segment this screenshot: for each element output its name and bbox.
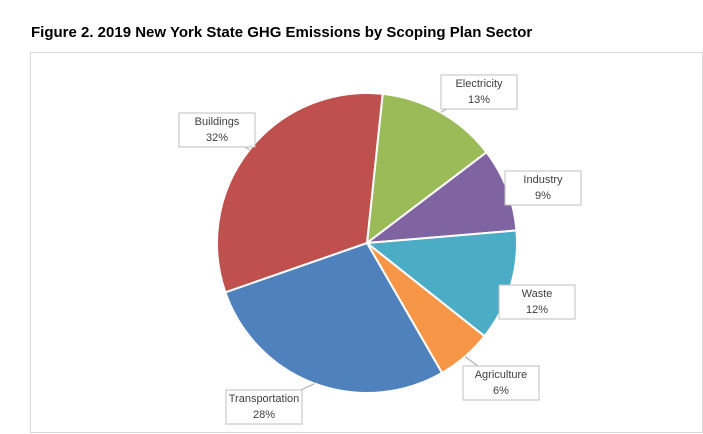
- pie-slice: [365, 92, 488, 246]
- slice-label: Waste: [522, 288, 553, 300]
- pie-slice: [216, 92, 384, 294]
- label-box: [178, 112, 256, 148]
- label-box: [440, 74, 518, 110]
- slice-value: 6%: [493, 385, 509, 397]
- slice-label: Electricity: [455, 78, 503, 90]
- slice-label: Transportation: [229, 393, 300, 405]
- slice-value: 9%: [535, 190, 551, 202]
- label-box: [504, 170, 582, 206]
- slice-label: Buildings: [195, 116, 240, 128]
- label-box: [225, 389, 303, 425]
- slice-label: Agriculture: [475, 369, 528, 381]
- slice-label: Industry: [523, 174, 563, 186]
- label-box: [462, 365, 540, 401]
- pie-slice: [224, 241, 444, 394]
- slice-value: 32%: [206, 132, 228, 144]
- label-box: [498, 284, 576, 320]
- chart-title: Figure 2. 2019 New York State GHG Emissi…: [31, 24, 532, 41]
- slice-value: 28%: [253, 409, 275, 421]
- slice-value: 13%: [468, 94, 490, 106]
- slice-value: 12%: [526, 304, 548, 316]
